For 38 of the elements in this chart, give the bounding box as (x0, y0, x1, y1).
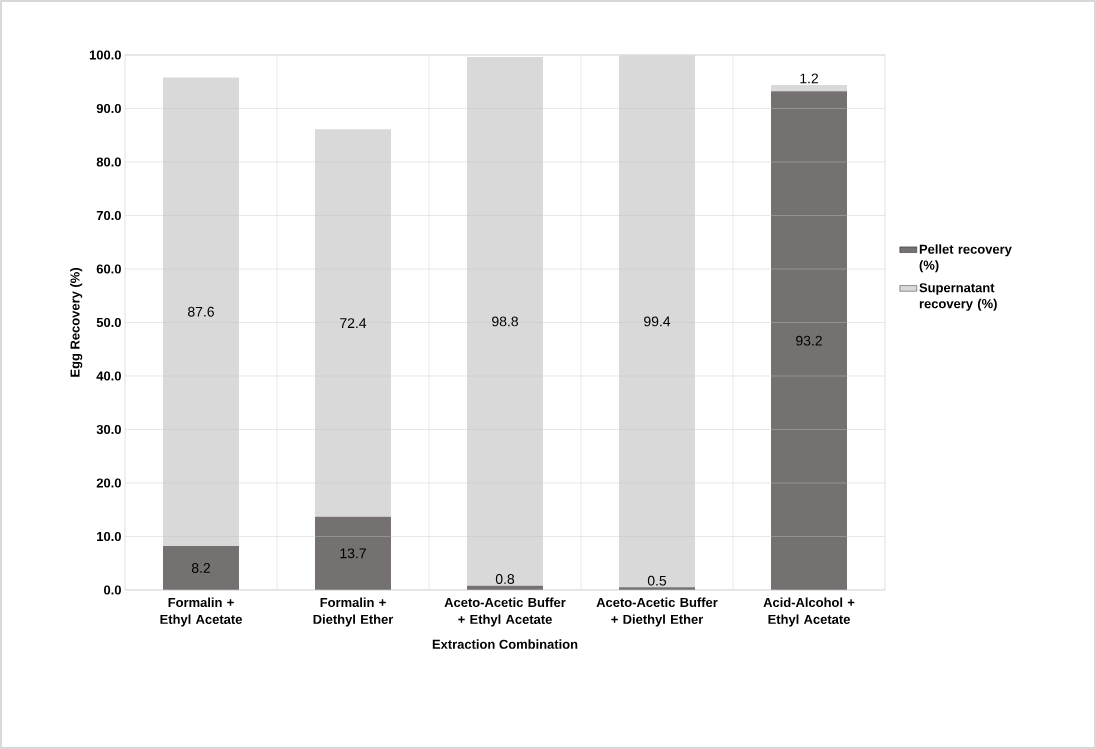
y-tick-label: 50.0 (96, 317, 121, 328)
y-tick-label: 60.0 (96, 264, 121, 274)
data-label: 99.4 (644, 316, 671, 327)
y-tick-label: 0.0 (104, 585, 121, 595)
y-tick-label: 90.0 (96, 103, 121, 114)
x-axis-title: Extraction Combination (432, 639, 578, 649)
data-label: 98.8 (492, 316, 518, 327)
bar (619, 55, 696, 588)
data-label: 0.5 (647, 575, 667, 586)
bar (771, 91, 848, 590)
y-tick-label: 100.0 (89, 50, 121, 60)
bar (315, 516, 392, 590)
y-tick-label: 10.0 (97, 531, 121, 542)
data-label: 13.7 (340, 548, 366, 559)
legend-label: Pellet recovery (%) (919, 244, 1012, 273)
data-label: 0.8 (495, 574, 515, 585)
y-tick-label: 40.0 (96, 371, 121, 381)
legend-label: Supernatant recovery (%) (919, 283, 997, 311)
data-label: 72.4 (340, 318, 367, 328)
data-label: 8.2 (191, 563, 211, 573)
bar (771, 84, 848, 92)
y-tick-label: 70.0 (96, 210, 121, 221)
x-tick-label: Aceto-Acetic Buffer + Ethyl Acetate (444, 597, 566, 627)
y-tick-label: 30.0 (96, 424, 121, 435)
bar (315, 129, 392, 517)
bar (163, 546, 240, 590)
bar (163, 77, 240, 547)
x-tick-label: Aceto-Acetic Buffer + Diethyl Ether (596, 597, 718, 627)
y-tick-label: 80.0 (96, 157, 121, 167)
x-tick-label: Formalin + Ethyl Acetate (160, 597, 242, 627)
x-tick-label: Acid-Alcohol + Ethyl Acetate (763, 597, 855, 627)
data-label: 87.6 (188, 306, 214, 317)
bar (467, 57, 544, 586)
y-tick-label: 20.0 (96, 478, 121, 488)
x-tick-label: Formalin + Diethyl Ether (313, 597, 394, 627)
data-label: 1.2 (800, 73, 819, 84)
data-label: 93.2 (796, 335, 822, 346)
y-axis-title: Egg Recovery (%) (70, 268, 83, 377)
